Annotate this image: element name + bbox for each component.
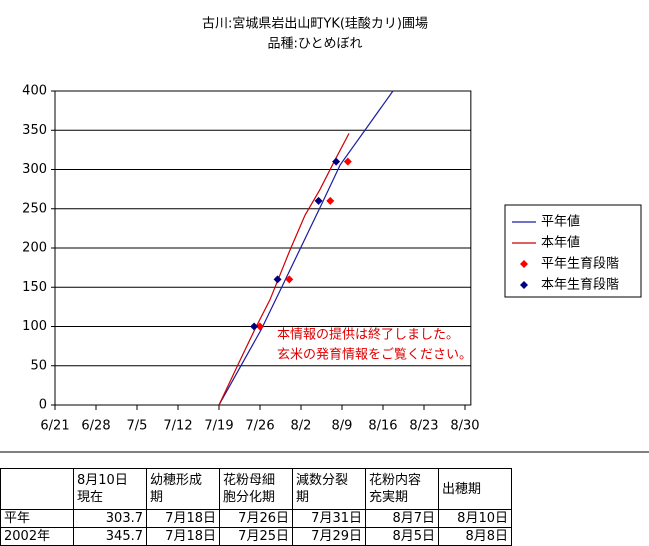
plot-frame: [54, 90, 472, 406]
stage-marker: [343, 157, 352, 166]
legend-swatch: [520, 260, 528, 268]
table-cell: 7月31日: [292, 509, 366, 528]
table-cell: [0, 468, 74, 510]
x-tick-label: 7/12: [163, 419, 192, 434]
y-tick-label: 350: [22, 123, 47, 138]
table-cell: 7月26日: [219, 509, 293, 528]
table-cell: 出穂期: [438, 468, 512, 510]
table-row: 8月10日 現在 幼穂形成 期花粉母細 胞分化期 減数分裂 期花粉内容 充実期 出穂期: [0, 468, 512, 510]
table-cell: 減数分裂 期: [292, 468, 366, 510]
x-tick-label: 8/23: [409, 419, 438, 434]
stage-marker: [255, 322, 264, 331]
legend-label: 平年生育段階: [541, 256, 619, 272]
table-cell: 花粉母細 胞分化期: [219, 468, 293, 510]
chart-subtitle: 品種:ひとめぼれ: [268, 36, 363, 52]
table-row: 平年 303.7 7月18日 7月26日 7月31日 8月7日 8月10日: [0, 509, 512, 528]
x-tick-label: 8/16: [368, 419, 397, 434]
x-tick-label: 8/30: [450, 419, 479, 434]
legend-label: 本年生育段階: [541, 277, 619, 293]
table-cell: 345.7: [73, 527, 147, 546]
stage-marker: [273, 275, 282, 284]
stage-marker: [250, 322, 259, 331]
legend-swatch: [520, 281, 528, 289]
table-cell: 8月8日: [438, 527, 512, 546]
stage-marker: [314, 196, 323, 205]
legend-label: 平年値: [541, 214, 580, 230]
table-cell: 花粉内容 充実期: [365, 468, 439, 510]
y-tick-label: 50: [30, 358, 47, 373]
table-cell: 7月29日: [292, 527, 366, 546]
table-cell: 8月7日: [365, 509, 439, 528]
chart: 古川:宮城県岩出山町YK(珪酸カリ)圃場 品種:ひとめぼれ 0 50 100 150 2…: [0, 16, 649, 453]
x-tick-label: 7/19: [204, 419, 233, 434]
chart-title: 古川:宮城県岩出山町YK(珪酸カリ)圃場: [202, 16, 428, 32]
x-tick-label: 8/2: [291, 419, 312, 434]
stage-marker: [326, 196, 335, 205]
table-cell: 7月18日: [146, 509, 220, 528]
table-row: 2002年 345.7 7月18日 7月25日 7月29日 8月5日 8月8日: [0, 527, 512, 546]
annotation: 本情報の提供は終了しました。: [277, 327, 459, 343]
y-tick-label: 150: [22, 280, 47, 295]
x-tick-label: 6/28: [81, 419, 110, 434]
table-cell: 7月25日: [219, 527, 293, 546]
series-line: [218, 90, 394, 406]
table-cell: 303.7: [73, 509, 147, 528]
table-cell: 8月10日 現在: [73, 468, 147, 510]
y-tick-label: 400: [22, 84, 47, 99]
x-tick-label: 7/5: [127, 419, 148, 434]
x-tick-label: 8/9: [332, 419, 353, 434]
legend-label: 本年値: [541, 235, 580, 251]
x-tick-label: 7/26: [245, 419, 274, 434]
table-cell: 7月18日: [146, 527, 220, 546]
stage-marker: [332, 157, 341, 166]
table-cell: 2002年: [0, 527, 74, 546]
stage-marker: [285, 275, 294, 284]
annotation: 玄米の発育情報をご覧ください。: [277, 347, 472, 363]
y-tick-label: 300: [22, 162, 47, 177]
y-tick-label: 0: [39, 398, 47, 413]
y-tick-label: 200: [22, 241, 47, 256]
y-tick-label: 250: [22, 201, 47, 216]
y-tick-label: 100: [22, 319, 47, 334]
table-cell: 8月5日: [365, 527, 439, 546]
series-line: [218, 133, 350, 406]
table-cell: 平年: [0, 509, 74, 528]
summary-table: 8月10日 現在 幼穂形成 期花粉母細 胞分化期 減数分裂 期花粉内容 充実期 出穂期…: [0, 468, 512, 546]
legend-box: [504, 204, 642, 298]
table-cell: 8月10日: [438, 509, 512, 528]
x-tick-label: 6/21: [40, 419, 69, 434]
table-cell: 幼穂形成 期: [146, 468, 220, 510]
